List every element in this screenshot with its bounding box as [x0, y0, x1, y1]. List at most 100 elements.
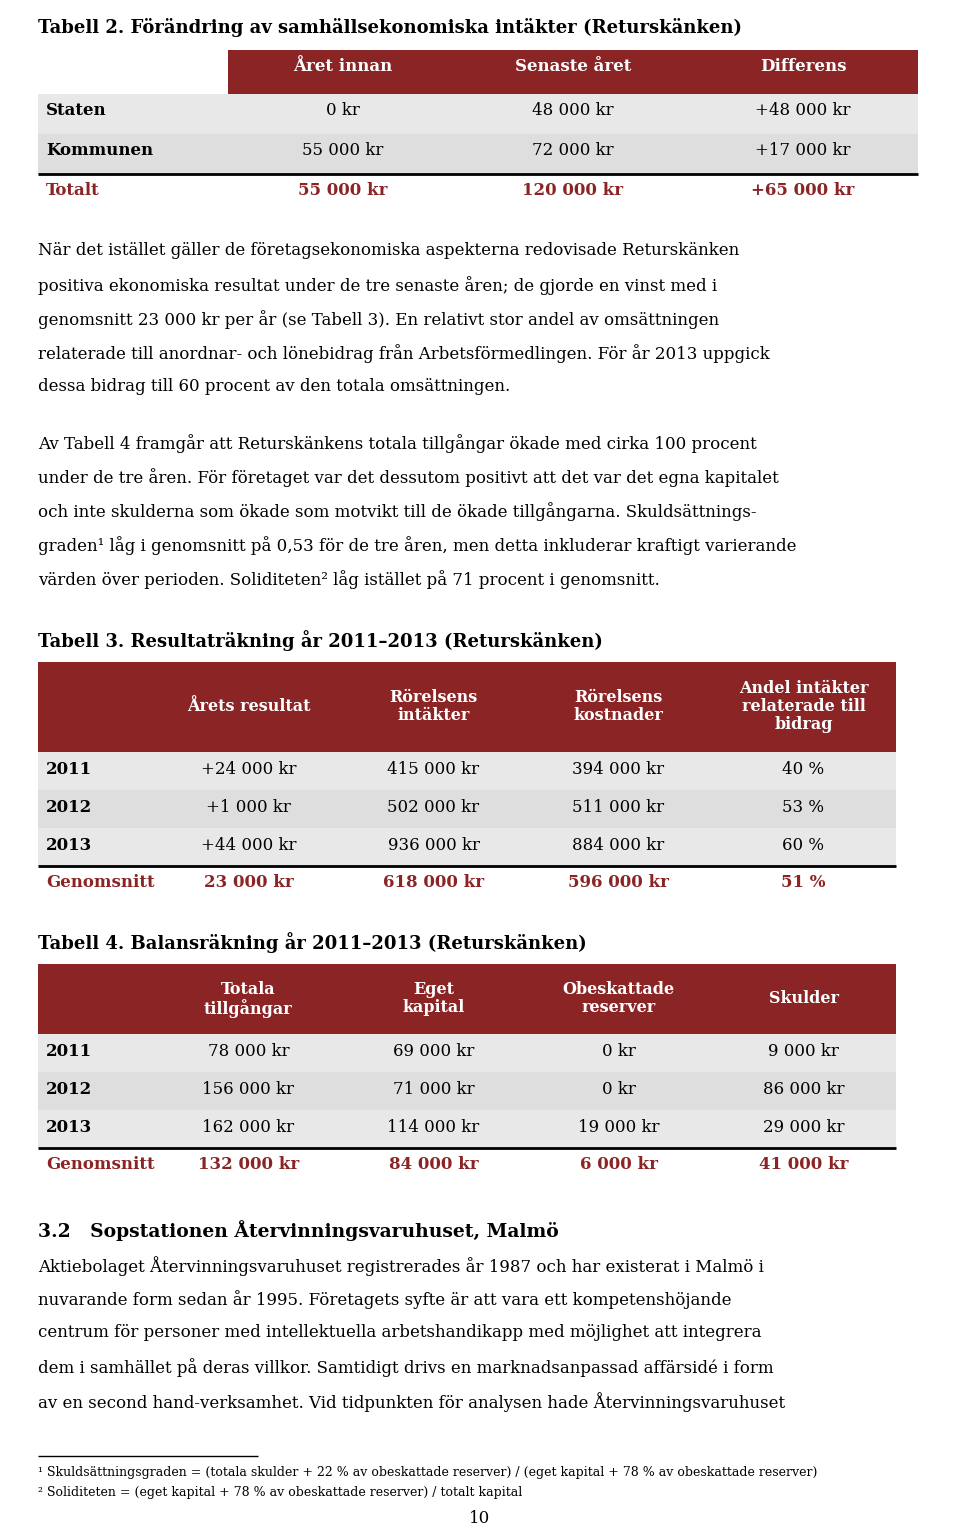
Text: dem i samhället på deras villkor. Samtidigt drivs en marknadsanpassad affärsidé : dem i samhället på deras villkor. Samtid… [38, 1358, 774, 1377]
Text: 156 000 kr: 156 000 kr [203, 1081, 295, 1098]
Text: 86 000 kr: 86 000 kr [763, 1081, 844, 1098]
Text: Årets resultat: Årets resultat [187, 698, 310, 715]
Bar [38, 94, 918, 134]
Text: 72 000 kr: 72 000 kr [532, 143, 613, 160]
Text: ² Soliditeten = (eget kapital + 78 % av obeskattade reserver) / totalt kapital: ² Soliditeten = (eget kapital + 78 % av … [38, 1486, 522, 1500]
Text: 2013: 2013 [46, 837, 92, 853]
Text: Differens: Differens [759, 58, 847, 75]
Text: kapital: kapital [402, 999, 465, 1016]
Text: 71 000 kr: 71 000 kr [393, 1081, 474, 1098]
Text: kostnader: kostnader [573, 708, 663, 725]
Text: 29 000 kr: 29 000 kr [763, 1119, 844, 1136]
Text: 936 000 kr: 936 000 kr [388, 837, 479, 853]
Text: +48 000 kr: +48 000 kr [756, 101, 851, 120]
Text: av en second hand-verksamhet. Vid tidpunkten för analysen hade Återvinningsvaruh: av en second hand-verksamhet. Vid tidpun… [38, 1392, 785, 1412]
Text: 3.2   Sopstationen Återvinningsvaruhuset, Malmö: 3.2 Sopstationen Återvinningsvaruhuset, … [38, 1220, 559, 1240]
Text: 0 kr: 0 kr [326, 101, 360, 120]
Text: centrum för personer med intellektuella arbetshandikapp med möjlighet att integr: centrum för personer med intellektuella … [38, 1325, 761, 1342]
Text: 502 000 kr: 502 000 kr [388, 800, 480, 817]
Bar [38, 1110, 896, 1148]
Text: 0 kr: 0 kr [602, 1081, 636, 1098]
Bar [38, 791, 896, 827]
Text: 78 000 kr: 78 000 kr [207, 1042, 289, 1061]
Text: 394 000 kr: 394 000 kr [572, 761, 664, 778]
Bar [38, 752, 896, 791]
Text: Totalt: Totalt [46, 183, 100, 200]
Text: 596 000 kr: 596 000 kr [568, 873, 669, 890]
Text: 2011: 2011 [46, 761, 92, 778]
Text: 40 %: 40 % [782, 761, 825, 778]
Text: intäkter: intäkter [397, 708, 469, 725]
Text: Genomsnitt: Genomsnitt [46, 1156, 155, 1173]
Text: 41 000 kr: 41 000 kr [758, 1156, 849, 1173]
Text: 19 000 kr: 19 000 kr [578, 1119, 660, 1136]
Text: Andel intäkter: Andel intäkter [739, 680, 868, 697]
Text: Aktiebolaget Återvinningsvaruhuset registrerades år 1987 och har existerat i Mal: Aktiebolaget Återvinningsvaruhuset regis… [38, 1256, 764, 1276]
Text: genomsnitt 23 000 kr per år (se Tabell 3). En relativt stor andel av omsättninge: genomsnitt 23 000 kr per år (se Tabell 3… [38, 310, 719, 328]
Text: värden över perioden. Soliditeten² låg istället på 71 procent i genomsnitt.: värden över perioden. Soliditeten² låg i… [38, 569, 660, 589]
Text: 9 000 kr: 9 000 kr [768, 1042, 839, 1061]
Text: +44 000 kr: +44 000 kr [201, 837, 297, 853]
Bar [38, 1071, 896, 1110]
Text: Året innan: Året innan [294, 58, 393, 75]
Bar [38, 1035, 896, 1071]
Text: +1 000 kr: +1 000 kr [206, 800, 291, 817]
Text: Tabell 2. Förändring av samhällsekonomiska intäkter (Returskänken): Tabell 2. Förändring av samhällsekonomis… [38, 18, 742, 37]
Text: Totala: Totala [221, 981, 276, 998]
Text: dessa bidrag till 60 procent av den totala omsättningen.: dessa bidrag till 60 procent av den tota… [38, 378, 511, 394]
Text: 415 000 kr: 415 000 kr [388, 761, 480, 778]
Text: +17 000 kr: +17 000 kr [756, 143, 851, 160]
Text: Eget: Eget [413, 981, 454, 998]
Text: 2012: 2012 [46, 800, 92, 817]
Text: Kommunen: Kommunen [46, 143, 154, 160]
Text: Genomsnitt: Genomsnitt [46, 873, 155, 890]
Text: Skulder: Skulder [769, 990, 838, 1007]
Text: 132 000 kr: 132 000 kr [198, 1156, 300, 1173]
Text: Tabell 3. Resultaträkning år 2011–2013 (Returskänken): Tabell 3. Resultaträkning år 2011–2013 (… [38, 629, 603, 651]
Text: 6 000 kr: 6 000 kr [580, 1156, 658, 1173]
Text: 84 000 kr: 84 000 kr [389, 1156, 478, 1173]
Text: 69 000 kr: 69 000 kr [393, 1042, 474, 1061]
Text: 511 000 kr: 511 000 kr [572, 800, 664, 817]
Text: 884 000 kr: 884 000 kr [572, 837, 664, 853]
Text: Rörelsens: Rörelsens [390, 689, 478, 706]
Text: 114 000 kr: 114 000 kr [388, 1119, 480, 1136]
Text: Rörelsens: Rörelsens [574, 689, 662, 706]
Text: 48 000 kr: 48 000 kr [532, 101, 613, 120]
Text: och inte skulderna som ökade som motvikt till de ökade tillgångarna. Skuldsättni: och inte skulderna som ökade som motvikt… [38, 502, 756, 520]
Text: Tabell 4. Balansräkning år 2011–2013 (Returskänken): Tabell 4. Balansräkning år 2011–2013 (Re… [38, 932, 587, 953]
Text: 53 %: 53 % [782, 800, 825, 817]
Text: relaterade till: relaterade till [742, 698, 865, 715]
Bar [38, 964, 896, 1035]
Text: +65 000 kr: +65 000 kr [752, 183, 854, 200]
Text: 618 000 kr: 618 000 kr [383, 873, 484, 890]
Text: När det istället gäller de företagsekonomiska aspekterna redovisade Returskänken: När det istället gäller de företagsekono… [38, 243, 739, 259]
Text: 162 000 kr: 162 000 kr [203, 1119, 295, 1136]
Text: 0 kr: 0 kr [602, 1042, 636, 1061]
Text: bidrag: bidrag [775, 715, 832, 734]
Text: tillgångar: tillgångar [204, 999, 293, 1018]
Text: 2013: 2013 [46, 1119, 92, 1136]
Text: Staten: Staten [46, 101, 107, 120]
Text: Senaste året: Senaste året [515, 58, 631, 75]
Text: ¹ Skuldsättningsgraden = (totala skulder + 22 % av obeskattade reserver) / (eget: ¹ Skuldsättningsgraden = (totala skulder… [38, 1466, 817, 1480]
Text: 23 000 kr: 23 000 kr [204, 873, 294, 890]
Bar [38, 134, 918, 173]
Text: Av Tabell 4 framgår att Returskänkens totala tillgångar ökade med cirka 100 proc: Av Tabell 4 framgår att Returskänkens to… [38, 434, 756, 453]
Text: 55 000 kr: 55 000 kr [299, 183, 388, 200]
Bar [38, 662, 896, 752]
Bar [38, 827, 896, 866]
Text: +24 000 kr: +24 000 kr [201, 761, 297, 778]
Text: under de tre åren. För företaget var det dessutom positivt att det var det egna : under de tre åren. För företaget var det… [38, 468, 779, 487]
Text: 60 %: 60 % [782, 837, 825, 853]
Text: 2011: 2011 [46, 1042, 92, 1061]
Text: Obeskattade: Obeskattade [563, 981, 675, 998]
Text: reserver: reserver [582, 999, 656, 1016]
Bar [228, 51, 918, 94]
Text: nuvarande form sedan år 1995. Företagets syfte är att vara ett kompetenshöjande: nuvarande form sedan år 1995. Företagets… [38, 1289, 732, 1309]
Text: positiva ekonomiska resultat under de tre senaste åren; de gjorde en vinst med i: positiva ekonomiska resultat under de tr… [38, 276, 717, 295]
Text: 55 000 kr: 55 000 kr [302, 143, 384, 160]
Text: relaterade till anordnar- och lönebidrag från Arbetsförmedlingen. För år 2013 up: relaterade till anordnar- och lönebidrag… [38, 344, 770, 362]
Text: 51 %: 51 % [781, 873, 826, 890]
Text: graden¹ låg i genomsnitt på 0,53 för de tre åren, men detta inkluderar kraftigt : graden¹ låg i genomsnitt på 0,53 för de … [38, 536, 797, 556]
